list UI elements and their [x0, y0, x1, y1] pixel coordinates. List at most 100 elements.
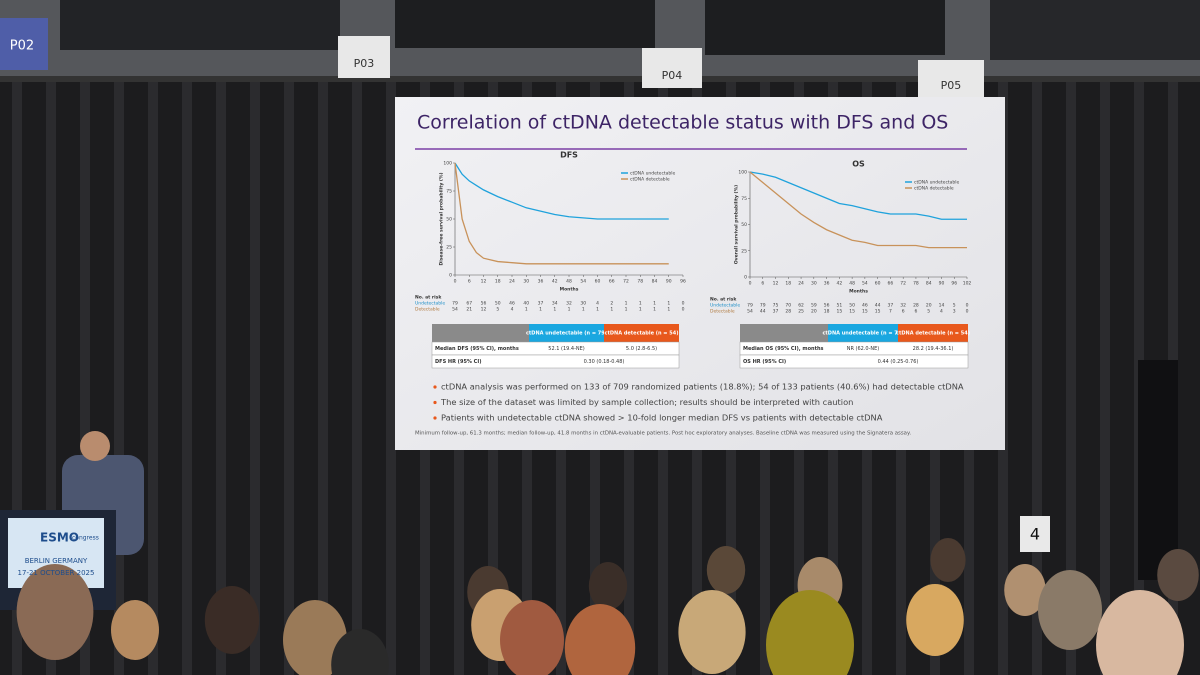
at-risk-count: 1 — [596, 307, 599, 313]
at-risk-count: 6 — [902, 309, 905, 315]
at-risk-count: 50 — [849, 303, 855, 309]
at-risk-count: 1 — [582, 307, 585, 313]
x-tick-label: 84 — [652, 279, 658, 285]
audience-head — [766, 590, 854, 675]
chart-title: OS — [852, 160, 865, 169]
at-risk-count: 51 — [836, 303, 842, 309]
table-header-blank — [432, 324, 529, 342]
at-risk-count: 1 — [525, 307, 528, 313]
audience-head — [1157, 549, 1199, 601]
survival-curve — [749, 171, 967, 249]
x-axis-label: Months — [560, 287, 579, 293]
at-risk-row-label: Undetectable — [710, 303, 740, 309]
at-risk-count: 1 — [625, 307, 628, 313]
x-tick-label: 6 — [468, 279, 471, 285]
x-tick-label: 84 — [926, 281, 932, 287]
at-risk-count: 1 — [553, 307, 556, 313]
legend-label: ctDNA undetectable — [630, 171, 676, 177]
at-risk-count: 1 — [639, 307, 642, 313]
at-risk-count: 44 — [760, 309, 766, 315]
y-tick-label: 0 — [449, 273, 452, 279]
table-cell: 28.2 (19.4-36.1) — [913, 346, 954, 352]
at-risk-count: 1 — [653, 301, 656, 307]
at-risk-count: 1 — [625, 301, 628, 307]
audience-head — [678, 590, 746, 674]
at-risk-count: 56 — [824, 303, 830, 309]
at-risk-count: 75 — [773, 303, 779, 309]
audience-head — [1096, 590, 1184, 675]
at-risk-count: 0 — [682, 301, 685, 307]
y-axis-label: Disease-free survival probability (%) — [439, 172, 445, 265]
at-risk-count: 18 — [824, 309, 830, 315]
table-header-text: ctDNA undetectable (n = 79) — [526, 331, 607, 337]
x-tick-label: 12 — [481, 279, 487, 285]
podium-dates: 17-21 OCTOBER 2025 — [18, 569, 95, 577]
presenter-head — [80, 431, 110, 461]
at-risk-count: 50 — [495, 301, 501, 307]
sign-label: P05 — [941, 79, 962, 92]
at-risk-count: 6 — [915, 309, 918, 315]
x-tick-label: 36 — [538, 279, 544, 285]
table-header-blank — [740, 324, 828, 342]
table-cell: 0.30 (0.18-0.48) — [584, 359, 625, 365]
x-tick-label: 18 — [495, 279, 501, 285]
ceiling-panel — [990, 0, 1200, 60]
bullet-text: ctDNA analysis was performed on 133 of 7… — [441, 382, 964, 392]
x-tick-label: 60 — [875, 281, 881, 287]
at-risk-row-label: Detectable — [710, 309, 735, 315]
x-tick-label: 96 — [680, 279, 686, 285]
podium-city: BERLIN GERMANY — [25, 557, 88, 565]
x-tick-label: 78 — [637, 279, 643, 285]
at-risk-count: 4 — [511, 307, 514, 313]
x-tick-label: 42 — [836, 281, 842, 287]
at-risk-count: 3 — [953, 309, 956, 315]
table-cell: 0.44 (0.25-0.76) — [878, 359, 919, 365]
at-risk-count: 28 — [785, 309, 791, 315]
speaker — [1138, 360, 1178, 580]
at-risk-count: 37 — [538, 301, 544, 307]
legend-label: ctDNA undetectable — [914, 180, 960, 186]
at-risk-count: 30 — [580, 301, 586, 307]
podium-brand: ESMO — [40, 531, 79, 545]
slide: Correlation of ctDNA detectable status w… — [395, 97, 1005, 450]
at-risk-count: 0 — [966, 303, 969, 309]
at-risk-count: 15 — [849, 309, 855, 315]
x-tick-label: 6 — [761, 281, 764, 287]
audience-head — [930, 538, 966, 582]
bullet-dot — [433, 385, 437, 389]
at-risk-count: 32 — [566, 301, 572, 307]
at-risk-count: 40 — [523, 301, 529, 307]
at-risk-count: 1 — [667, 301, 670, 307]
x-tick-label: 90 — [939, 281, 945, 287]
legend-label: ctDNA detectable — [630, 177, 670, 183]
sign-label: P02 — [10, 39, 34, 54]
x-tick-label: 72 — [623, 279, 629, 285]
at-risk-row-label: Undetectable — [415, 301, 445, 307]
chart-title: DFS — [560, 151, 578, 160]
at-risk-count: 15 — [836, 309, 842, 315]
x-axis-label: Months — [849, 289, 868, 295]
x-tick-label: 102 — [963, 281, 972, 287]
at-risk-count: 5 — [953, 303, 956, 309]
ceiling-panel — [705, 0, 945, 55]
table-row-label: OS HR (95% CI) — [743, 359, 786, 365]
audience — [16, 538, 1199, 675]
table-row — [739, 354, 969, 369]
at-risk-count: 54 — [747, 309, 753, 315]
at-risk-count: 5 — [927, 309, 930, 315]
at-risk-count: 4 — [596, 301, 599, 307]
table-header-text: ctDNA undetectable (n = 79) — [822, 331, 903, 337]
at-risk-count: 59 — [811, 303, 817, 309]
table-row-label: Median DFS (95% CI), months — [435, 346, 519, 352]
x-tick-label: 24 — [798, 281, 804, 287]
x-tick-label: 30 — [811, 281, 817, 287]
at-risk-count: 1 — [568, 307, 571, 313]
bullet-text: The size of the dataset was limited by s… — [440, 397, 853, 407]
x-tick-label: 24 — [509, 279, 515, 285]
y-tick-label: 75 — [446, 189, 452, 195]
at-risk-count: 44 — [875, 303, 881, 309]
table-row-label: DFS HR (95% CI) — [435, 359, 482, 365]
at-risk-count: 46 — [862, 303, 868, 309]
y-tick-label: 50 — [446, 217, 452, 223]
